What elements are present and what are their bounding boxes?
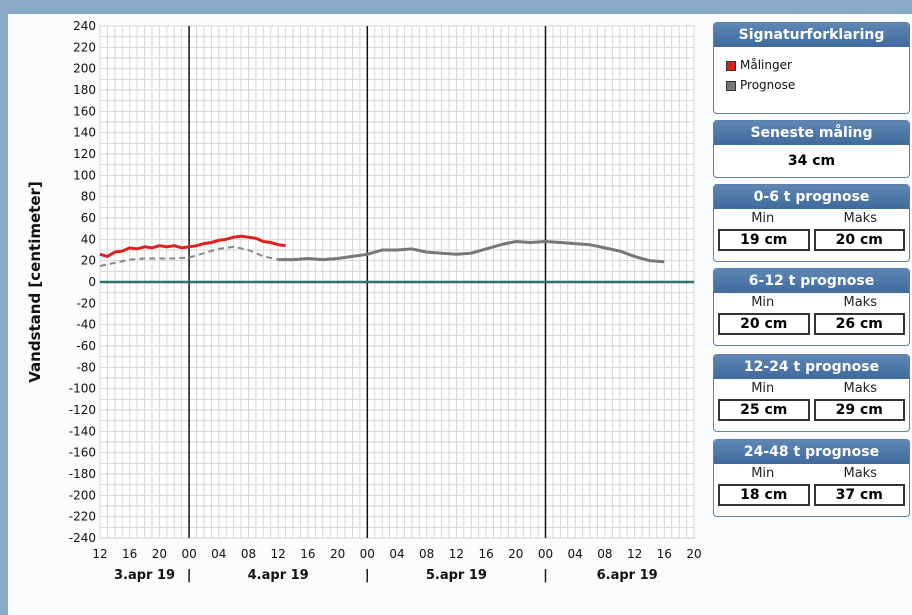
date-label: | — [365, 568, 370, 583]
y-tick-label: -40 — [76, 318, 96, 332]
x-tick-label: 20 — [152, 547, 167, 561]
y-tick-label: -20 — [76, 296, 96, 310]
x-tick-label: 16 — [300, 547, 315, 561]
y-tick-label: 80 — [81, 190, 96, 204]
y-tick-label: -180 — [69, 467, 96, 481]
y-tick-label: -140 — [69, 424, 96, 438]
date-label: 5.apr 19 — [426, 568, 487, 583]
min-label: Min — [751, 295, 775, 310]
date-label: | — [187, 568, 192, 583]
red-swatch-icon — [726, 60, 736, 71]
forecast-panel-12-24: 12-24 t prognose Min Maks 25 cm 29 cm — [713, 354, 910, 432]
x-tick-labels: 12 16 20 00 04 08 12 16 20 00 04 08 12 16 20 00 04 08 12 16… — [92, 547, 701, 561]
forecast-title: 0-6 t prognose — [714, 185, 909, 209]
legend-item-prognose: Prognose — [714, 75, 909, 95]
series-line-2 — [278, 239, 665, 264]
x-tick-label: 04 — [389, 547, 404, 561]
x-tick-label: 20 — [330, 547, 345, 561]
y-tick-label: -80 — [76, 360, 96, 374]
min-label: Min — [751, 466, 775, 481]
y-tick-label: 140 — [73, 126, 96, 140]
x-tick-label: 16 — [478, 547, 493, 561]
gray-swatch-icon — [726, 80, 736, 91]
y-tick-label: 120 — [73, 147, 96, 161]
x-tick-label: 16 — [122, 547, 137, 561]
x-tick-label: 12 — [271, 547, 286, 561]
y-tick-label: 160 — [73, 104, 96, 118]
max-value: 37 cm — [813, 484, 905, 506]
x-tick-label: 00 — [360, 547, 375, 561]
y-tick-label: 220 — [73, 40, 96, 54]
y-tick-label: -120 — [69, 403, 96, 417]
forecast-panel-6-12: 6-12 t prognose Min Maks 20 cm 26 cm — [713, 268, 910, 346]
legend-panel: Signaturforklaring Målinger Prognose — [713, 22, 910, 114]
x-tick-label: 20 — [508, 547, 523, 561]
y-tick-label: 180 — [73, 83, 96, 97]
min-value: 18 cm — [718, 484, 810, 506]
forecast-panel-24-48: 24-48 t prognose Min Maks 18 cm 37 cm — [713, 439, 910, 517]
water-level-chart: 240220200180160140120100806040200-20-40-… — [26, 19, 702, 583]
date-label: | — [543, 568, 548, 583]
x-tick-label: 00 — [538, 547, 553, 561]
y-tick-labels: 240220200180160140120100806040200-20-40-… — [69, 19, 96, 545]
forecast-panel-0-6: 0-6 t prognose Min Maks 19 cm 20 cm — [713, 184, 910, 262]
date-label: 3.apr 19 — [114, 568, 175, 583]
latest-title: Seneste måling — [714, 121, 909, 145]
x-tick-label: 04 — [211, 547, 226, 561]
x-tick-label: 08 — [597, 547, 612, 561]
max-label: Maks — [843, 211, 877, 226]
x-tick-label: 04 — [568, 547, 583, 561]
min-value: 20 cm — [718, 313, 810, 335]
y-tick-label: -100 — [69, 382, 96, 396]
max-label: Maks — [843, 381, 877, 396]
legend-title: Signaturforklaring — [714, 23, 909, 47]
y-tick-label: 40 — [81, 232, 96, 246]
x-tick-label: 12 — [627, 547, 642, 561]
date-label: 4.apr 19 — [248, 568, 309, 583]
y-tick-label: -240 — [69, 531, 96, 545]
chart-frame: 240 220 200 180 160 140 120 100 80 60 40 20 0 -20 -40-… — [8, 14, 912, 615]
min-value: 25 cm — [718, 399, 810, 421]
date-label: 6.apr 19 — [597, 568, 658, 583]
y-tick-label: 60 — [81, 211, 96, 225]
y-tick-label: 20 — [81, 254, 96, 268]
min-label: Min — [751, 211, 775, 226]
max-label: Maks — [843, 466, 877, 481]
y-tick-label: -160 — [69, 446, 96, 460]
max-value: 26 cm — [813, 313, 905, 335]
x-tick-label: 12 — [92, 547, 107, 561]
max-value: 20 cm — [813, 229, 905, 251]
x-tick-label: 08 — [419, 547, 434, 561]
max-value: 29 cm — [813, 399, 905, 421]
forecast-title: 6-12 t prognose — [714, 269, 909, 293]
y-tick-label: -60 — [76, 339, 96, 353]
latest-value: 34 cm — [787, 153, 836, 169]
y-tick-label: 240 — [73, 19, 96, 33]
series-line-0 — [99, 234, 286, 259]
y-tick-label: -220 — [69, 510, 96, 524]
y-tick-label: 200 — [73, 62, 96, 76]
y-tick-label: 100 — [73, 168, 96, 182]
x-tick-label: 16 — [657, 547, 672, 561]
min-label: Min — [751, 381, 775, 396]
legend-item-malinger: Målinger — [714, 55, 909, 75]
x-tick-label: 12 — [449, 547, 464, 561]
series-group — [99, 234, 665, 267]
date-labels: 3.apr 19 | 4.apr 19 | 5.apr 19 | 6.apr 19 — [114, 568, 658, 583]
y-axis-label: Vandstand [centimeter] — [26, 181, 44, 383]
min-value: 19 cm — [718, 229, 810, 251]
x-tick-label: 20 — [686, 547, 701, 561]
max-label: Maks — [843, 295, 877, 310]
x-tick-label: 00 — [181, 547, 196, 561]
forecast-title: 24-48 t prognose — [714, 440, 909, 464]
y-tick-label: -200 — [69, 488, 96, 502]
forecast-title: 12-24 t prognose — [714, 355, 909, 379]
y-tick-label: 0 — [88, 275, 96, 289]
latest-measurement-panel: Seneste måling 34 cm — [713, 120, 910, 178]
x-tick-label: 08 — [241, 547, 256, 561]
series-line-1 — [99, 245, 279, 267]
